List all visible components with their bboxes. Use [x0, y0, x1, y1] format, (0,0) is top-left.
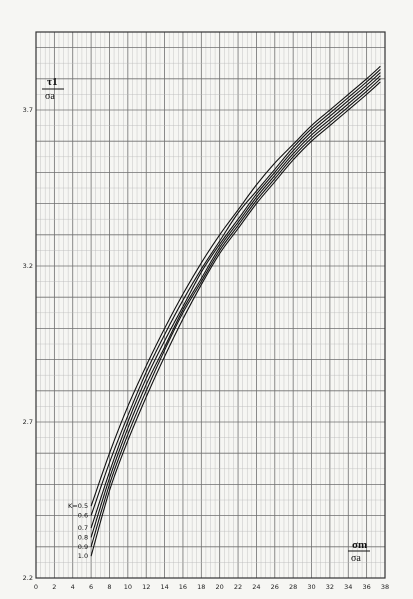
x-tick-label: 8	[107, 583, 111, 591]
y-axis-label-numerator: τ1	[47, 76, 58, 88]
y-axis-label: τ1 σa	[42, 76, 64, 102]
x-tick-label: 38	[381, 583, 389, 591]
x-tick-label: 22	[234, 583, 242, 591]
y-axis-label-denominator: σa	[45, 91, 55, 102]
x-tick-label: 30	[307, 583, 315, 591]
x-tick-label: 36	[362, 583, 370, 591]
tick-labels: 0 2 4 6 8 10 12 14 16 18 20 22 24 26 28 30 32 34 36 382.22.…	[23, 106, 389, 591]
series-line-6	[90, 81, 381, 557]
x-tick-label: 18	[197, 583, 205, 591]
plot-frame	[35, 31, 386, 579]
series-label-4: 0.8	[78, 533, 88, 541]
x-tick-label: 12	[142, 583, 150, 591]
x-tick-label: 24	[252, 583, 260, 591]
y-tick-label: 2.2	[23, 574, 33, 582]
x-tick-label: 14	[160, 583, 168, 591]
series-line-5	[90, 78, 381, 547]
x-tick-label: 10	[124, 583, 132, 591]
x-tick-label: 6	[89, 583, 93, 591]
x-tick-label: 4	[71, 583, 75, 591]
x-tick-label: 32	[326, 583, 334, 591]
series-line-1	[90, 65, 381, 507]
x-tick-label: 34	[344, 583, 352, 591]
y-tick-label: 3.7	[23, 106, 33, 114]
series-label-5: 0.9	[78, 543, 88, 551]
y-tick-label: 3.2	[23, 262, 33, 270]
x-tick-label: 0	[34, 583, 38, 591]
series-layer: K=0.5 0.6 0.70.8 0.91.0	[68, 65, 381, 560]
x-tick-label: 2	[52, 583, 56, 591]
series-line-4	[90, 75, 381, 538]
series-label-3: 0.7	[78, 524, 88, 532]
x-axis-label-denominator: σa	[351, 553, 361, 564]
grid	[35, 31, 386, 579]
series-line-3	[90, 72, 381, 529]
x-tick-label: 16	[179, 583, 187, 591]
x-tick-label: 26	[271, 583, 279, 591]
x-axis-label-numerator: σm	[352, 539, 367, 551]
x-axis-label: σm σa	[348, 539, 370, 564]
series-label-6: 1.0	[78, 552, 88, 560]
series-label-1: K=0.5	[68, 502, 88, 510]
x-tick-label: 28	[289, 583, 297, 591]
x-tick-label: 20	[216, 583, 224, 591]
y-tick-label: 2.7	[23, 418, 33, 426]
series-line-2	[90, 68, 381, 516]
series-label-2: 0.6	[78, 512, 88, 520]
